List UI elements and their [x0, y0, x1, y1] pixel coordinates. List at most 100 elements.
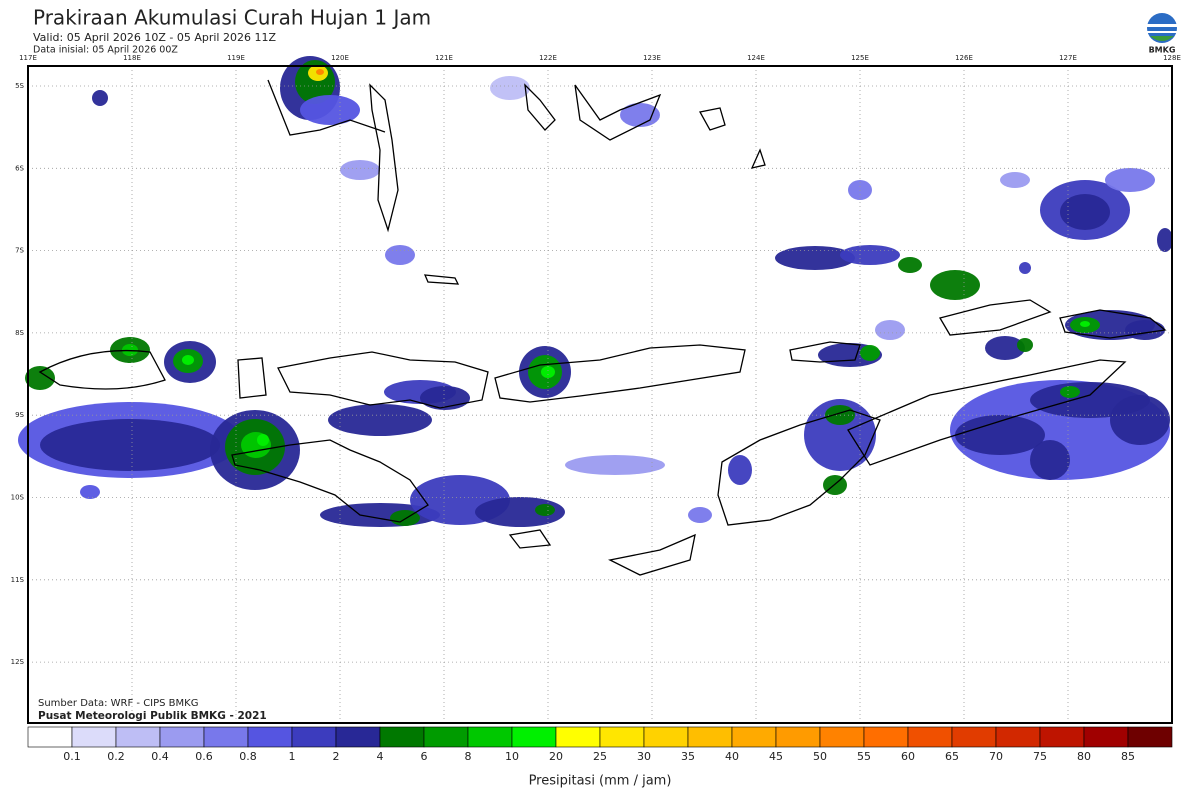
rain-area [340, 160, 380, 180]
y-tick-label: 11S [11, 576, 25, 584]
color-swatch [819, 726, 865, 748]
rain-area [535, 504, 555, 516]
colorbar-label: 70 [989, 750, 1003, 763]
color-swatch [159, 726, 205, 748]
rain-area [1000, 172, 1030, 188]
rain-area [620, 103, 660, 127]
colorbar-label: 0.2 [107, 750, 125, 763]
x-tick-label: 117E [19, 54, 37, 62]
x-tick-label: 128E [1163, 54, 1181, 62]
x-tick-label: 119E [227, 54, 245, 62]
x-tick-label: 123E [643, 54, 661, 62]
rain-area [300, 95, 360, 125]
x-tick-label: 120E [331, 54, 349, 62]
colorbar-label: 8 [465, 750, 472, 763]
colorbar-label: 30 [637, 750, 651, 763]
rain-field [18, 56, 1173, 527]
color-swatch [687, 726, 733, 748]
colorbar-title: Presipitasi (mm / jam) [529, 774, 672, 789]
rain-area [565, 455, 665, 475]
rain-area [80, 485, 100, 499]
credit-note: Pusat Meteorologi Publik BMKG - 2021 [38, 710, 267, 722]
rain-area [257, 434, 269, 446]
rain-area [840, 245, 900, 265]
title: Prakiraan Akumulasi Curah Hujan 1 Jam [33, 6, 431, 30]
color-swatch [115, 726, 161, 748]
color-swatch [27, 726, 73, 748]
color-swatch [1039, 726, 1085, 748]
color-swatch [907, 726, 953, 748]
rain-area [1125, 320, 1165, 340]
rain-area [420, 386, 470, 410]
y-tick-label: 9S [15, 411, 24, 419]
x-tick-label: 124E [747, 54, 765, 62]
color-swatch [423, 726, 469, 748]
color-swatch [335, 726, 381, 748]
rain-area [804, 399, 876, 471]
colorbar-label: 1 [289, 750, 296, 763]
colorbar: 0.1 0.2 0.4 0.6 0.8 1 2 4 6 8 10 20 25 30 35 40 45 50 55 60… [27, 726, 1173, 763]
colorbar-label: 45 [769, 750, 783, 763]
x-tick-label: 126E [955, 54, 973, 62]
rain-area [541, 366, 555, 378]
color-swatch [291, 726, 337, 748]
color-swatch [863, 726, 909, 748]
rain-area [1157, 228, 1173, 252]
axis-labels: 117E 118E 119E 120E 121E 122E 123E 124E 125E 126E… [11, 54, 1181, 666]
rain-area [182, 355, 194, 365]
rain-area [1019, 262, 1031, 274]
rain-area [316, 69, 324, 75]
color-swatch [599, 726, 645, 748]
y-tick-label: 8S [15, 329, 24, 337]
color-swatch [1083, 726, 1129, 748]
rain-area [1017, 338, 1033, 352]
x-tick-label: 118E [123, 54, 141, 62]
map-frame [27, 65, 1173, 724]
colorbar-label: 35 [681, 750, 695, 763]
colorbar-label: 75 [1033, 750, 1047, 763]
colorbar-label: 6 [421, 750, 428, 763]
colorbar-label: 4 [377, 750, 384, 763]
rain-area [1105, 168, 1155, 192]
colorbar-label: 0.1 [63, 750, 81, 763]
logo-text: BMKG [1149, 46, 1176, 55]
colorbar-label: 0.4 [151, 750, 169, 763]
rain-area [1060, 386, 1080, 398]
rain-area [1060, 194, 1110, 230]
color-swatch [731, 726, 777, 748]
colorbar-label: 65 [945, 750, 959, 763]
color-swatch [379, 726, 425, 748]
rain-area [385, 245, 415, 265]
rain-area [328, 404, 432, 436]
y-tick-label: 7S [15, 247, 24, 255]
rain-area [1110, 395, 1170, 445]
colorbar-label: 85 [1121, 750, 1135, 763]
rain-area [985, 336, 1025, 360]
color-swatch [995, 726, 1041, 748]
valid-time: Valid: 05 April 2026 10Z - 05 April 2026… [33, 31, 276, 44]
x-tick-label: 121E [435, 54, 453, 62]
colorbar-label: 2 [333, 750, 340, 763]
colorbar-label: 80 [1077, 750, 1091, 763]
colorbar-label: 60 [901, 750, 915, 763]
colorbar-label: 25 [593, 750, 607, 763]
rain-area [860, 345, 880, 361]
rain-area [728, 455, 752, 485]
colorbar-label: 40 [725, 750, 739, 763]
y-tick-label: 12S [11, 658, 25, 666]
rain-area [955, 415, 1045, 455]
colorbar-label: 0.6 [195, 750, 213, 763]
color-swatch [643, 726, 689, 748]
x-tick-label: 125E [851, 54, 869, 62]
color-swatch [467, 726, 513, 748]
color-swatch [951, 726, 997, 748]
rain-area [490, 76, 530, 100]
rain-area [92, 90, 108, 106]
colorbar-label: 0.8 [239, 750, 257, 763]
y-tick-label: 5S [15, 82, 24, 90]
rain-area [40, 419, 220, 471]
colorbar-label: 55 [857, 750, 871, 763]
y-tick-label: 6S [15, 164, 24, 172]
color-swatch [555, 726, 601, 748]
